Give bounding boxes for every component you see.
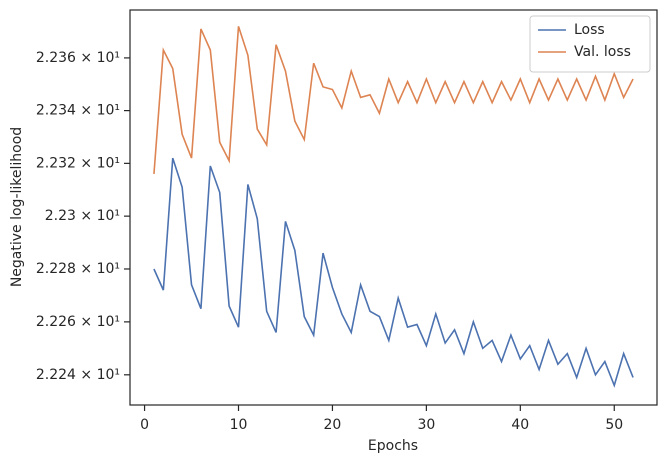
x-tick-label: 30 [417,417,435,433]
axes-frame [129,9,658,406]
y-tick-label: 2.236 × 10¹ [36,50,120,66]
y-tick-label: 2.226 × 10¹ [36,314,120,330]
x-tick-label: 0 [140,417,149,433]
x-axis-label: Epochs [368,438,418,454]
x-tick-label: 40 [511,417,529,433]
legend-label: Loss [574,22,605,38]
x-tick-label: 50 [605,417,623,433]
y-axis-label: Negative log-likelihood [9,127,25,287]
legend-label: Val. loss [574,44,631,60]
x-tick-label: 20 [324,417,342,433]
y-tick-label: 2.23 × 10¹ [45,208,120,224]
y-tick-label: 2.234 × 10¹ [36,103,120,119]
series-line [153,26,634,174]
y-tick-label: 2.232 × 10¹ [36,155,120,171]
plot-area [130,10,657,405]
x-tick-label: 10 [230,417,248,433]
series-line [153,157,634,388]
y-tick-label: 2.224 × 10¹ [36,367,120,383]
y-tick-label: 2.228 × 10¹ [36,261,120,277]
